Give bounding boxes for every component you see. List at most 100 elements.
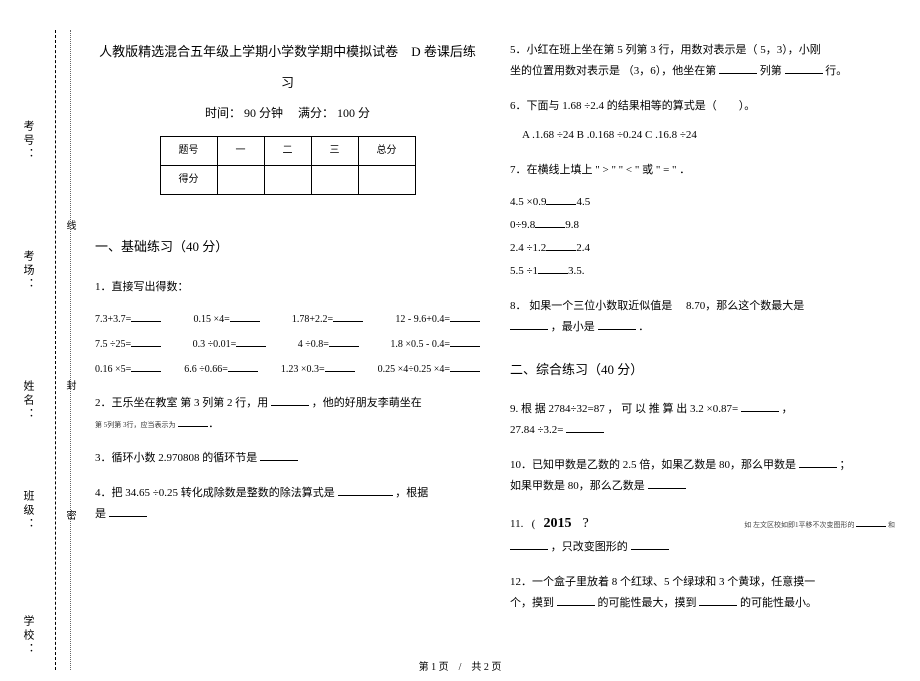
- q11-tiny-r: 和: [888, 521, 895, 529]
- blank: [109, 505, 147, 517]
- q4c: 是: [95, 508, 106, 520]
- q1-label: 1．直接写出得数：: [95, 277, 480, 298]
- q3a: 3．循环小数 2.970808 的循环节是: [95, 452, 257, 464]
- q12b: 个，摸到: [510, 597, 554, 609]
- blank: [856, 515, 886, 527]
- dotted-line: [55, 30, 56, 670]
- q4b: ，根据: [395, 487, 428, 499]
- q7r4b: 3.5.: [568, 265, 585, 277]
- q11-big: 2015: [544, 516, 572, 531]
- q11: 11. ( 2015 ? 如 左文区校如即1平移不次变图形的 和 ，只改变图形的: [510, 511, 895, 558]
- q6-opts: A .1.68 ÷24 B .0.168 ÷0.24 C .16.8 ÷24: [522, 125, 895, 146]
- time-label: 时间：: [205, 106, 241, 120]
- q7r1a: 4.5 ×0.9: [510, 196, 546, 208]
- time-value: 90 分钟: [244, 106, 283, 120]
- q8d: ．: [638, 321, 649, 333]
- score-table: 题号 一 二 三 总分 得分: [160, 136, 416, 195]
- blank: [699, 594, 737, 606]
- q7-r3: 2.4 ÷1.2 2.4: [510, 238, 895, 259]
- q11a: 11.: [510, 518, 523, 530]
- q7r2b: 9.8: [565, 219, 579, 231]
- q10c: 如果甲数是 80，那么乙数是: [510, 480, 645, 492]
- paper-title: 人教版精选混合五年级上学期小学数学期中模拟试卷 D 卷课后练: [95, 40, 480, 63]
- q1-row3: 0.16 ×5= 6.6 ÷0.66= 1.23 ×0.3= 0.25 ×4÷0…: [95, 360, 480, 379]
- th-c2: 二: [264, 137, 311, 166]
- blank: [631, 538, 669, 550]
- q5: 5．小红在班上坐在第 5 列第 3 行，用数对表示是（ 5，3），小刚 坐的位置…: [510, 40, 895, 82]
- blank: [178, 415, 208, 427]
- q1: 1．直接写出得数： 7.3+3.7= 0.15 ×4= 1.78+2.2= 12…: [95, 277, 480, 379]
- q11-tiny: 如 左文区校如即1平移不次变图形的 和: [744, 515, 895, 532]
- side-xingming: 姓名：: [20, 380, 36, 422]
- q1r3b: 6.6 ÷0.66=: [184, 364, 228, 375]
- blank: [338, 484, 393, 496]
- blank: [271, 394, 309, 406]
- blank: [535, 216, 565, 228]
- blank: [131, 310, 161, 322]
- q10a: 10．已知甲数是乙数的 2.5 倍，如果乙数是 80，那么甲数是: [510, 459, 796, 471]
- td-blank: [264, 166, 311, 195]
- blank: [131, 360, 161, 372]
- blank: [450, 310, 480, 322]
- full-value: 100 分: [337, 106, 370, 120]
- q1r2d: 1.8 ×0.5 - 0.4=: [390, 339, 450, 350]
- th-c1: 一: [217, 137, 264, 166]
- th-total: 总分: [358, 137, 415, 166]
- blank: [236, 335, 266, 347]
- q9c: 27.84 ÷3.2=: [510, 424, 564, 436]
- blank: [566, 421, 604, 433]
- q9b: ，: [782, 403, 793, 415]
- q8: 8． 如果一个三位小数取近似值是 8.70，那么这个数最大是 ，最小是 ．: [510, 296, 895, 338]
- q1-row2: 7.5 ÷25= 0.3 ÷0.01= 4 ÷0.8= 1.8 ×0.5 - 0…: [95, 335, 480, 354]
- page-footer: 第 1 页 / 共 2 页: [0, 658, 920, 673]
- side-mi: 密: [62, 510, 77, 520]
- q11-qm: ?: [583, 516, 589, 531]
- q8c: ，最小是: [551, 321, 595, 333]
- side-banji: 班级：: [20, 490, 36, 532]
- blank: [510, 538, 548, 550]
- q7-r1: 4.5 ×0.94.5: [510, 192, 895, 213]
- title-right: D 卷课后练: [411, 44, 476, 59]
- table-row: 题号 一 二 三 总分: [160, 137, 415, 166]
- blank: [510, 318, 548, 330]
- q1r3a: 0.16 ×5=: [95, 364, 131, 375]
- q10b: ；: [840, 459, 851, 471]
- q5a: 5．小红在班上坐在第 5 列第 3 行，用数对表示是（ 5，3），小刚: [510, 44, 821, 56]
- q7r4a: 5.5 ÷1: [510, 265, 538, 277]
- q7r3a: 2.4 ÷1.2: [510, 242, 546, 254]
- q1-row1: 7.3+3.7= 0.15 ×4= 1.78+2.2= 12 - 9.6+0.4…: [95, 310, 480, 329]
- q10: 10．已知甲数是乙数的 2.5 倍，如果乙数是 80，那么甲数是 ； 如果甲数是…: [510, 455, 895, 497]
- q12a: 12．一个盒子里放着 8 个红球、5 个绿球和 3 个黄球，任意摸一: [510, 576, 815, 588]
- blank: [538, 262, 568, 274]
- q6b: ）。: [739, 100, 756, 112]
- q1r3d: 0.25 ×4÷0.25 ×4=: [378, 364, 450, 375]
- td-blank: [311, 166, 358, 195]
- right-column: 5．小红在班上坐在第 5 列第 3 行，用数对表示是（ 5，3），小刚 坐的位置…: [510, 40, 895, 628]
- q1r2c: 4 ÷0.8=: [298, 339, 329, 350]
- side-feng: 封: [62, 380, 77, 390]
- full-label: 满分：: [298, 106, 334, 120]
- q5c: 列第: [760, 65, 782, 77]
- blank: [785, 62, 823, 74]
- q2: 2．王乐坐在教室 第 3 列第 2 行，用 ，他的好朋友李萌坐在 第 5列第 3…: [95, 393, 480, 435]
- blank: [228, 360, 258, 372]
- q6: 6．下面与 1.68 ÷2.4 的结果相等的算式是（ ）。 A .1.68 ÷2…: [510, 96, 895, 146]
- q7r3b: 2.4: [576, 242, 590, 254]
- blank: [333, 310, 363, 322]
- td-score-label: 得分: [160, 166, 217, 195]
- q2a: 2．王乐坐在教室 第 3 列第 2 行，用: [95, 397, 268, 409]
- q11-tiny-text: 如 左文区校如即1平移不次变图形的: [744, 521, 854, 529]
- q3: 3．循环小数 2.970808 的循环节是: [95, 448, 480, 469]
- td-blank: [217, 166, 264, 195]
- q2-note: 第 5列第 3行，应当表示为: [95, 421, 176, 429]
- q1r1d: 12 - 9.6+0.4=: [395, 314, 450, 325]
- blank: [799, 456, 837, 468]
- q1r2b: 0.3 ÷0.01=: [193, 339, 237, 350]
- q8a: 8． 如果一个三位小数取近似值是: [510, 300, 672, 312]
- q5d: 行。: [825, 65, 847, 77]
- q9: 9. 根 据 2784÷32=87 ， 可 以 推 算 出 3.2 ×0.87=…: [510, 399, 895, 441]
- q2b: ，他的好朋友李萌坐在: [312, 397, 422, 409]
- side-xuexiao: 学校：: [20, 615, 36, 657]
- blank: [329, 335, 359, 347]
- blank: [741, 400, 779, 412]
